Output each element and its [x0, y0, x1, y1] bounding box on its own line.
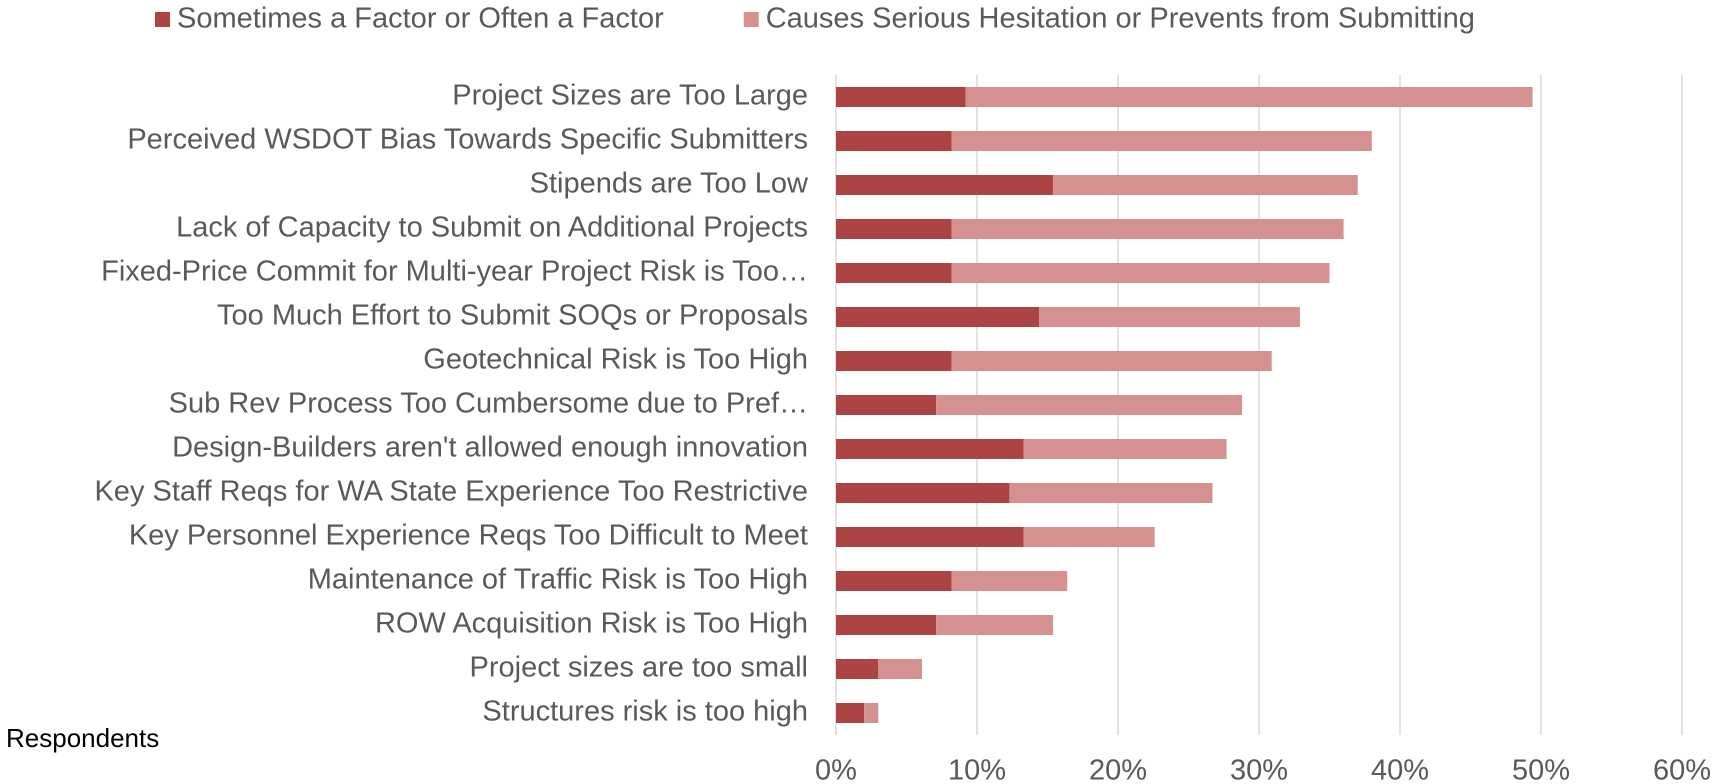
- y-tick-label: Key Staff Reqs for WA State Experience T…: [94, 476, 808, 508]
- y-tick-label: Structures risk is too high: [482, 696, 808, 728]
- x-tick-label: 50%: [1512, 755, 1570, 784]
- bar-segment: [836, 703, 865, 723]
- y-tick-label: Stipends are Too Low: [530, 168, 809, 200]
- bar-segment: [836, 571, 952, 591]
- bar-segment: [936, 395, 1243, 415]
- y-tick-label: Sub Rev Process Too Cumbersome due to Pr…: [169, 388, 808, 420]
- y-tick-label: Maintenance of Traffic Risk is Too High: [308, 564, 808, 596]
- bar-segment: [836, 395, 937, 415]
- y-tick-label: Fixed-Price Commit for Multi-year Projec…: [101, 256, 808, 288]
- bar-segment: [836, 615, 937, 635]
- bar-segment: [951, 351, 1272, 371]
- bar-segment: [836, 219, 952, 239]
- annotation: Respondents: [6, 723, 159, 753]
- bar-segment: [936, 615, 1054, 635]
- y-tick-label: Perceived WSDOT Bias Towards Specific Su…: [127, 124, 808, 156]
- y-tick-label: ROW Acquisition Risk is Too High: [375, 608, 808, 640]
- y-tick-label: Lack of Capacity to Submit on Additional…: [176, 212, 808, 244]
- y-tick-label: Key Personnel Experience Reqs Too Diffic…: [129, 520, 808, 552]
- x-tick-label: 40%: [1371, 755, 1429, 784]
- y-tick-label: Design-Builders aren't allowed enough in…: [172, 432, 808, 464]
- bar-segment: [864, 703, 879, 723]
- bar-segment: [836, 87, 966, 107]
- x-tick-label: 30%: [1230, 755, 1288, 784]
- bar-segment: [836, 659, 879, 679]
- bar-segment: [951, 219, 1344, 239]
- x-tick-label: 60%: [1653, 755, 1711, 784]
- bar-segment: [951, 263, 1330, 283]
- legend-label: Causes Serious Hesitation or Prevents fr…: [766, 3, 1475, 35]
- bar-segment: [836, 131, 952, 151]
- bar-segment: [1023, 527, 1155, 547]
- bar-segment: [836, 351, 952, 371]
- y-tick-label: Project Sizes are Too Large: [452, 80, 808, 112]
- x-tick-label: 20%: [1089, 755, 1147, 784]
- bar-segment: [878, 659, 923, 679]
- legend-label: Sometimes a Factor or Often a Factor: [177, 3, 664, 35]
- bar-segment: [836, 527, 1024, 547]
- bar-segment: [1009, 483, 1213, 503]
- bar-segment: [1053, 175, 1358, 195]
- bar-segment: [965, 87, 1533, 107]
- legend-swatch: [743, 12, 759, 27]
- bar-segment: [1023, 439, 1227, 459]
- bar-segment: [951, 131, 1372, 151]
- x-tick-label: 10%: [948, 755, 1006, 784]
- bar-segment: [836, 483, 1010, 503]
- bar-segment: [951, 571, 1068, 591]
- bar-segment: [836, 175, 1054, 195]
- bar-segment: [836, 307, 1040, 327]
- x-tick-label: 0%: [815, 755, 857, 784]
- bar-segment: [1039, 307, 1300, 327]
- bar-segment: [836, 263, 952, 283]
- y-tick-label: Too Much Effort to Submit SOQs or Propos…: [217, 300, 808, 332]
- legend-swatch: [155, 12, 170, 27]
- y-tick-label: Project sizes are too small: [470, 652, 808, 684]
- bar-segment: [836, 439, 1024, 459]
- y-tick-label: Geotechnical Risk is Too High: [423, 344, 808, 376]
